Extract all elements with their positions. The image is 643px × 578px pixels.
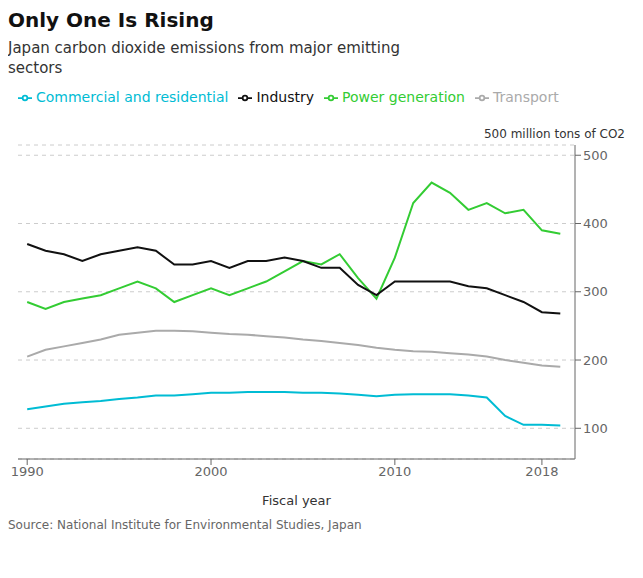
svg-text:2018: 2018 bbox=[525, 464, 558, 479]
html-text:Commercial and residential: Commercial and residential bbox=[36, 89, 229, 105]
svg-text:500: 500 bbox=[583, 148, 608, 163]
svg-text:400: 400 bbox=[583, 216, 608, 231]
svg-text:Fiscal year: Fiscal year bbox=[262, 493, 331, 508]
html-text:Transport: Transport bbox=[493, 89, 559, 105]
svg-text:300: 300 bbox=[583, 284, 608, 299]
html-text:sectors: sectors bbox=[8, 59, 63, 77]
html-text:500 million tons of CO2: 500 million tons of CO2 bbox=[483, 127, 625, 141]
html-text:Source: National Institute for: Source: National Institute for Environme… bbox=[8, 518, 362, 532]
html-text:Only One Is Rising: Only One Is Rising bbox=[8, 8, 214, 32]
svg-text:1990: 1990 bbox=[11, 464, 44, 479]
svg-text:2010: 2010 bbox=[378, 464, 411, 479]
svg-text:100: 100 bbox=[583, 421, 608, 436]
html-text:Japan carbon dioxide emissions: Japan carbon dioxide emissions from majo… bbox=[8, 39, 400, 57]
svg-text:200: 200 bbox=[583, 353, 608, 368]
svg-text:2000: 2000 bbox=[194, 464, 227, 479]
html-text:Industry: Industry bbox=[256, 89, 314, 105]
html-text:Power generation: Power generation bbox=[342, 89, 465, 105]
